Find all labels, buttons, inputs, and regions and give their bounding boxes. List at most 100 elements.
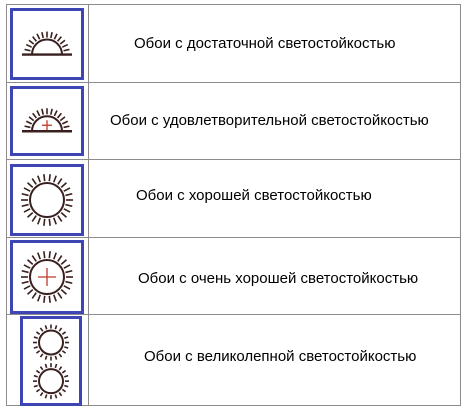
sun-ray xyxy=(43,251,46,259)
column-divider xyxy=(460,4,461,406)
row-divider xyxy=(6,4,460,5)
sun-ray xyxy=(24,48,31,52)
sun-ray xyxy=(48,251,51,259)
sun-ray xyxy=(21,270,29,274)
sun-ray xyxy=(63,187,71,192)
row-label-4: Обои с очень хорошей светостойкостью xyxy=(138,270,419,287)
half-sun-cross-icon xyxy=(22,108,72,133)
sun-ray xyxy=(31,292,37,299)
sun-ray xyxy=(27,259,34,265)
sun-ray xyxy=(54,355,58,360)
sun-ray xyxy=(23,285,31,290)
sun-ray xyxy=(61,350,67,354)
sun-ray xyxy=(60,289,67,295)
row-divider xyxy=(6,314,460,315)
sun-ray xyxy=(64,384,69,388)
sun-ray xyxy=(64,374,69,378)
sun-ray xyxy=(25,43,33,48)
sun-ray xyxy=(50,108,53,115)
sun-ray xyxy=(35,388,41,393)
sun-ray xyxy=(28,116,35,122)
symbol-cell-1 xyxy=(10,8,84,80)
sun-ray xyxy=(31,255,37,262)
sun-ray xyxy=(24,125,31,129)
sun-ray xyxy=(48,174,51,182)
sun-ray xyxy=(53,110,58,117)
sun-ray xyxy=(64,336,69,339)
sun-ray xyxy=(28,39,35,45)
row-label-3: Обои с хорошей светостойкостью xyxy=(136,187,372,204)
sun-ray xyxy=(43,295,46,303)
sun-ray xyxy=(61,43,69,48)
sun-arc xyxy=(31,115,63,132)
sun-ray xyxy=(41,31,44,39)
sun-ray xyxy=(60,212,67,218)
sun-ray xyxy=(32,112,38,119)
sun-ray xyxy=(63,285,71,290)
sun-ray xyxy=(39,366,44,371)
sun-ray xyxy=(43,218,46,226)
row-label-1: Обои с достаточной светостойкостью xyxy=(134,35,396,52)
sun-ray xyxy=(59,116,66,122)
sun-ray xyxy=(37,217,42,225)
sun-ray xyxy=(27,212,34,218)
sun-circle xyxy=(38,329,64,356)
sun-ray xyxy=(52,294,57,302)
sun-ray xyxy=(39,327,44,332)
sun-ray xyxy=(61,388,67,393)
sun-ray xyxy=(63,208,71,213)
sun-ray xyxy=(27,289,34,295)
sun-ray xyxy=(31,215,37,222)
sun-ray xyxy=(65,193,73,197)
sun-ray xyxy=(65,203,73,207)
row-label-5: Обои с великолепной светостойкостью xyxy=(144,348,417,365)
sun-ray xyxy=(33,374,38,378)
sun-ray xyxy=(35,369,41,374)
sun-ray xyxy=(52,175,57,183)
sun-ray xyxy=(58,366,63,371)
sun-ray xyxy=(60,259,67,265)
row-label-2: Обои с удовлетворительной светостойкость… xyxy=(110,112,429,129)
sun-ray xyxy=(37,252,42,260)
sun-ray xyxy=(57,215,63,222)
sun-ray xyxy=(21,280,29,284)
sun-ray xyxy=(44,325,48,330)
sun-ray xyxy=(63,125,70,129)
sun-ray xyxy=(58,353,63,358)
sun-ray xyxy=(61,331,67,335)
sun-ray xyxy=(35,350,41,354)
sun-ray xyxy=(64,346,69,349)
sun-ray xyxy=(36,33,41,40)
sun-ray xyxy=(23,208,31,213)
sun-ray xyxy=(23,187,31,192)
full-sun-icon xyxy=(21,174,73,226)
sun-arc xyxy=(31,38,63,55)
sun-ray xyxy=(44,363,48,369)
sun-ray xyxy=(37,175,42,183)
sun-ray xyxy=(61,369,67,374)
column-divider xyxy=(6,4,7,406)
sun-circle xyxy=(29,259,65,295)
half-sun-icon xyxy=(22,31,72,56)
sun-ray xyxy=(58,327,63,332)
sun-circle xyxy=(38,368,64,395)
row-divider xyxy=(6,159,460,160)
full-sun-cross-icon xyxy=(21,251,73,303)
row-divider xyxy=(6,82,460,83)
sun-ray xyxy=(50,31,53,39)
sun-ray xyxy=(39,392,44,397)
sun-ray xyxy=(61,120,69,125)
sun-ray xyxy=(44,394,48,399)
sun-ray xyxy=(58,392,63,397)
sun-ray xyxy=(21,203,29,207)
sun-ray xyxy=(33,384,38,388)
symbol-cell-2 xyxy=(10,86,84,156)
sun-ray xyxy=(41,108,44,115)
sun-ray xyxy=(48,218,51,226)
sun-circle xyxy=(29,182,65,218)
symbol-cell-5 xyxy=(20,316,82,406)
sun-ray xyxy=(33,336,38,339)
sun-ray xyxy=(43,174,46,182)
sun-ray xyxy=(65,280,73,284)
sun-ray xyxy=(44,355,48,360)
